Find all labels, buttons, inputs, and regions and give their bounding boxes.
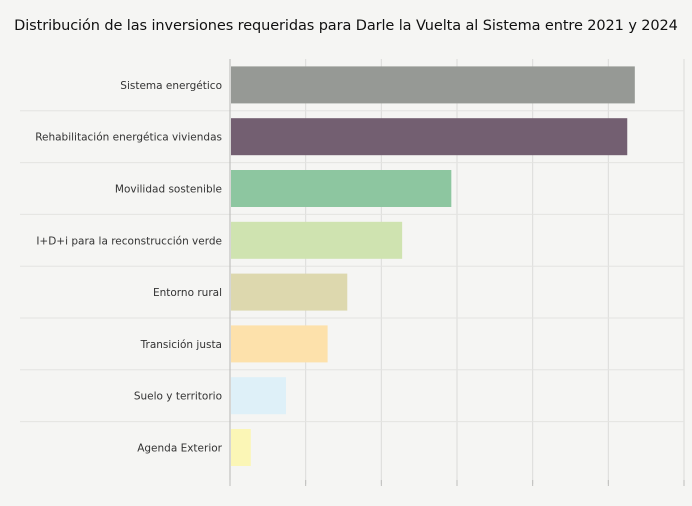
gridlines (20, 59, 685, 486)
bar-4 (231, 221, 403, 259)
bar-6 (231, 325, 328, 363)
bar-7 (231, 377, 286, 415)
category-label-6: Transición justa (140, 339, 222, 351)
category-label-2: Rehabilitación energética viviendas (35, 132, 222, 144)
bar-3 (231, 170, 452, 207)
chart-title: Distribución de las inversiones requerid… (14, 18, 678, 34)
category-label-4: I+D+i para la reconstrucción verde (36, 235, 222, 247)
bar-5 (231, 273, 348, 311)
bar-2 (231, 118, 628, 156)
category-label-7: Suelo y territorio (134, 391, 222, 403)
bar-1 (231, 66, 635, 104)
bars (231, 66, 635, 466)
category-label-8: Agenda Exterior (137, 443, 222, 455)
category-labels: Sistema energético Rehabilitación energét… (35, 80, 222, 455)
bar-8 (231, 429, 251, 466)
category-label-3: Movilidad sostenible (115, 184, 222, 196)
category-label-1: Sistema energético (120, 80, 222, 92)
category-label-5: Entorno rural (153, 287, 222, 299)
